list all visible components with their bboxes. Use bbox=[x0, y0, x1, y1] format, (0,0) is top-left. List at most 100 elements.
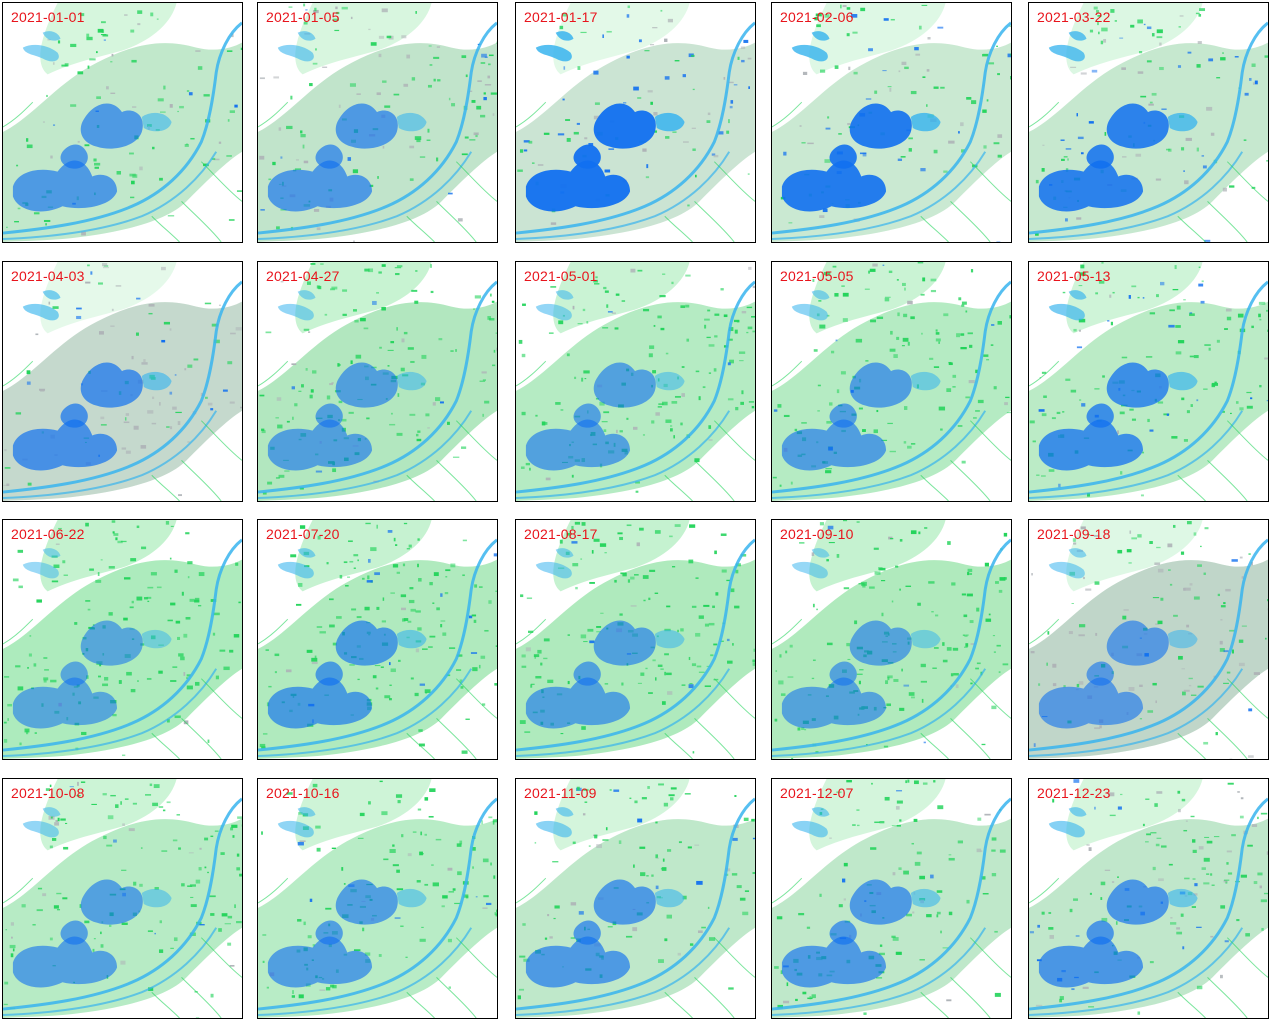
map-panel: 2021-02-06 bbox=[771, 2, 1012, 243]
acquisition-date-label: 2021-10-08 bbox=[11, 785, 85, 801]
lake bbox=[60, 144, 88, 169]
lake bbox=[573, 661, 601, 686]
small-lake bbox=[396, 629, 427, 649]
lake bbox=[593, 103, 656, 149]
lake bbox=[593, 620, 656, 666]
small-lake bbox=[141, 888, 172, 908]
lake bbox=[1038, 677, 1144, 729]
lake bbox=[781, 936, 887, 988]
small-lake bbox=[1068, 548, 1087, 558]
lake bbox=[1038, 160, 1144, 212]
lake bbox=[1038, 419, 1144, 471]
river bbox=[772, 21, 1011, 235]
map-panel: 2021-05-13 bbox=[1028, 261, 1269, 502]
lake bbox=[315, 920, 343, 945]
small-lake bbox=[555, 807, 574, 817]
small-lake bbox=[654, 112, 685, 132]
land-cover-map bbox=[516, 262, 755, 501]
land-cover-map bbox=[258, 779, 497, 1018]
north-vegetation bbox=[553, 3, 690, 75]
north-vegetation bbox=[553, 262, 690, 334]
lake bbox=[573, 403, 601, 428]
acquisition-date-label: 2021-02-06 bbox=[780, 9, 854, 25]
river bbox=[3, 21, 242, 235]
lake bbox=[1086, 144, 1114, 169]
lake bbox=[573, 144, 601, 169]
lake bbox=[1086, 920, 1114, 945]
lake bbox=[1106, 362, 1169, 408]
lake bbox=[335, 103, 398, 149]
lake bbox=[267, 677, 373, 729]
lake bbox=[781, 677, 887, 729]
small-lake bbox=[1167, 629, 1198, 649]
river bbox=[258, 538, 497, 752]
map-panel: 2021-12-07 bbox=[771, 778, 1012, 1019]
acquisition-date-label: 2021-05-13 bbox=[1037, 268, 1111, 284]
lake bbox=[1106, 620, 1169, 666]
lake bbox=[60, 661, 88, 686]
lake bbox=[12, 419, 118, 471]
small-lake bbox=[1068, 31, 1087, 41]
small-lake bbox=[1068, 290, 1087, 300]
acquisition-date-label: 2021-12-07 bbox=[780, 785, 854, 801]
small-lake bbox=[654, 371, 685, 391]
small-lake bbox=[396, 888, 427, 908]
acquisition-date-label: 2021-04-27 bbox=[266, 268, 340, 284]
map-panel: 2021-05-05 bbox=[771, 261, 1012, 502]
land-cover-map bbox=[516, 3, 755, 242]
land-cover-map bbox=[3, 3, 242, 242]
land-cover-map bbox=[772, 3, 1011, 242]
map-panel: 2021-04-03 bbox=[2, 261, 243, 502]
small-lake bbox=[654, 629, 685, 649]
small-lake bbox=[396, 112, 427, 132]
small-lake bbox=[910, 888, 941, 908]
map-panel: 2021-05-01 bbox=[515, 261, 756, 502]
river bbox=[3, 538, 242, 752]
north-vegetation bbox=[40, 262, 177, 334]
lake bbox=[593, 879, 656, 925]
land-cover-map bbox=[1029, 3, 1268, 242]
river bbox=[516, 21, 755, 235]
small-lake bbox=[22, 44, 59, 62]
north-vegetation bbox=[1066, 3, 1203, 75]
small-lake bbox=[42, 807, 61, 817]
small-lake bbox=[811, 807, 830, 817]
small-lake bbox=[22, 820, 59, 838]
acquisition-date-label: 2021-12-23 bbox=[1037, 785, 1111, 801]
north-vegetation bbox=[1066, 520, 1203, 592]
small-lake bbox=[1167, 888, 1198, 908]
small-lake bbox=[791, 44, 828, 62]
land-cover-map bbox=[258, 262, 497, 501]
lake bbox=[80, 103, 143, 149]
river bbox=[516, 280, 755, 494]
lake bbox=[1086, 661, 1114, 686]
map-panel: 2021-10-08 bbox=[2, 778, 243, 1019]
small-lake bbox=[910, 112, 941, 132]
map-panel: 2021-11-09 bbox=[515, 778, 756, 1019]
small-lake bbox=[42, 31, 61, 41]
map-panel: 2021-07-20 bbox=[257, 519, 498, 760]
acquisition-date-label: 2021-08-17 bbox=[524, 526, 598, 542]
small-lake bbox=[141, 371, 172, 391]
north-vegetation bbox=[40, 520, 177, 592]
lake bbox=[1106, 103, 1169, 149]
north-vegetation bbox=[1066, 262, 1203, 334]
small-lake bbox=[396, 371, 427, 391]
river bbox=[258, 280, 497, 494]
acquisition-date-label: 2021-04-03 bbox=[11, 268, 85, 284]
river bbox=[772, 538, 1011, 752]
lake bbox=[315, 403, 343, 428]
north-vegetation bbox=[809, 779, 946, 851]
acquisition-date-label: 2021-01-01 bbox=[11, 9, 85, 25]
small-lake bbox=[791, 303, 828, 321]
north-vegetation bbox=[295, 262, 432, 334]
lake bbox=[1106, 879, 1169, 925]
acquisition-date-label: 2021-10-16 bbox=[266, 785, 340, 801]
lake bbox=[335, 620, 398, 666]
small-lake bbox=[535, 303, 572, 321]
small-lake bbox=[22, 303, 59, 321]
lake bbox=[80, 620, 143, 666]
small-lake bbox=[1048, 44, 1085, 62]
lake bbox=[525, 936, 631, 988]
